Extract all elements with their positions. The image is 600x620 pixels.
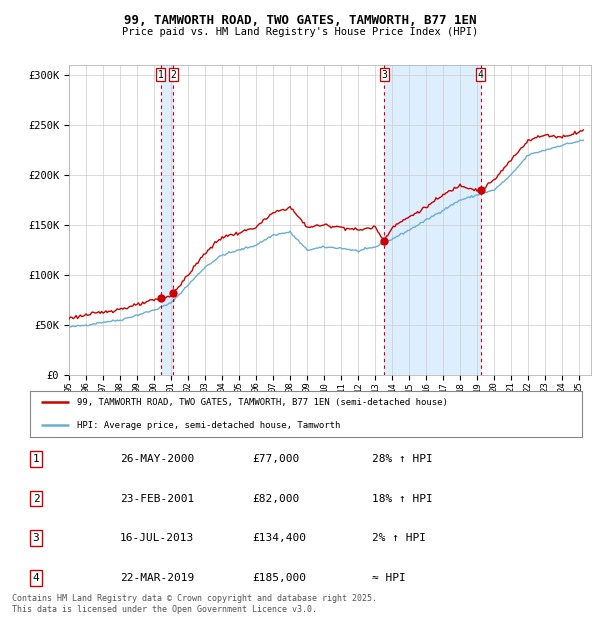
Text: £77,000: £77,000 — [252, 454, 299, 464]
Text: £185,000: £185,000 — [252, 573, 306, 583]
Text: 99, TAMWORTH ROAD, TWO GATES, TAMWORTH, B77 1EN (semi-detached house): 99, TAMWORTH ROAD, TWO GATES, TAMWORTH, … — [77, 397, 448, 407]
Text: 4: 4 — [478, 70, 484, 80]
Text: Price paid vs. HM Land Registry's House Price Index (HPI): Price paid vs. HM Land Registry's House … — [122, 27, 478, 37]
Text: 1: 1 — [32, 454, 40, 464]
Text: 99, TAMWORTH ROAD, TWO GATES, TAMWORTH, B77 1EN: 99, TAMWORTH ROAD, TWO GATES, TAMWORTH, … — [124, 14, 476, 27]
Text: 2: 2 — [170, 70, 176, 80]
Text: HPI: Average price, semi-detached house, Tamworth: HPI: Average price, semi-detached house,… — [77, 421, 340, 430]
Text: 28% ↑ HPI: 28% ↑ HPI — [372, 454, 433, 464]
Text: £134,400: £134,400 — [252, 533, 306, 543]
Text: ≈ HPI: ≈ HPI — [372, 573, 406, 583]
Text: Contains HM Land Registry data © Crown copyright and database right 2025.: Contains HM Land Registry data © Crown c… — [12, 593, 377, 603]
Text: 26-MAY-2000: 26-MAY-2000 — [120, 454, 194, 464]
Text: 2% ↑ HPI: 2% ↑ HPI — [372, 533, 426, 543]
Text: This data is licensed under the Open Government Licence v3.0.: This data is licensed under the Open Gov… — [12, 604, 317, 614]
Text: 22-MAR-2019: 22-MAR-2019 — [120, 573, 194, 583]
Text: 1: 1 — [158, 70, 164, 80]
Text: 3: 3 — [382, 70, 387, 80]
Bar — [384, 65, 481, 375]
Text: 23-FEB-2001: 23-FEB-2001 — [120, 494, 194, 503]
Text: £82,000: £82,000 — [252, 494, 299, 503]
Text: 3: 3 — [32, 533, 40, 543]
Text: 2: 2 — [32, 494, 40, 503]
Bar — [161, 65, 173, 375]
Text: 4: 4 — [32, 573, 40, 583]
Text: 18% ↑ HPI: 18% ↑ HPI — [372, 494, 433, 503]
Text: 16-JUL-2013: 16-JUL-2013 — [120, 533, 194, 543]
